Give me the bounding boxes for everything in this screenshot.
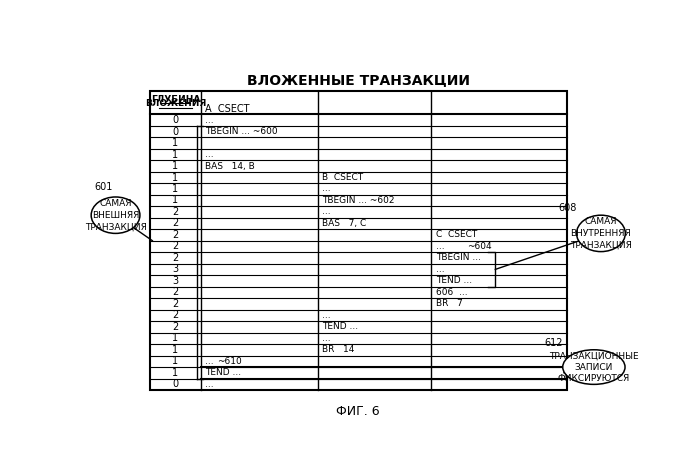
- Text: 1: 1: [173, 184, 178, 194]
- Text: 2: 2: [172, 241, 178, 252]
- Text: TEND ...: TEND ...: [435, 276, 472, 285]
- Bar: [150, 91, 567, 390]
- Text: 1: 1: [173, 333, 178, 343]
- Text: BAS   14, B: BAS 14, B: [206, 161, 255, 171]
- Ellipse shape: [563, 350, 625, 385]
- Text: TBEGIN ...: TBEGIN ...: [435, 254, 481, 263]
- Text: 0: 0: [173, 127, 178, 137]
- Text: ВЛОЖЕННЫЕ ТРАНЗАКЦИИ: ВЛОЖЕННЫЕ ТРАНЗАКЦИИ: [247, 73, 470, 87]
- Text: TEND ...: TEND ...: [206, 368, 242, 377]
- Text: BR   14: BR 14: [322, 345, 354, 354]
- Text: ...: ...: [322, 311, 331, 320]
- Text: 2: 2: [172, 219, 178, 228]
- Text: ...: ...: [322, 334, 331, 343]
- Text: ...: ...: [322, 208, 331, 217]
- Text: TEND ...: TEND ...: [322, 322, 358, 331]
- Text: B  CSECT: B CSECT: [322, 173, 363, 182]
- Text: ВЛОЖЕНИЯ: ВЛОЖЕНИЯ: [145, 99, 206, 108]
- Text: ~604: ~604: [467, 242, 491, 251]
- Text: 2: 2: [172, 230, 178, 240]
- Text: САМАЯ
ВНЕШНЯЯ
ТРАНЗАКЦИЯ: САМАЯ ВНЕШНЯЯ ТРАНЗАКЦИЯ: [85, 199, 147, 231]
- Text: 1: 1: [173, 149, 178, 159]
- Text: 2: 2: [172, 322, 178, 332]
- Text: 612: 612: [545, 338, 563, 348]
- Text: 2: 2: [172, 310, 178, 320]
- Text: 1: 1: [173, 368, 178, 378]
- Text: C  CSECT: C CSECT: [435, 230, 477, 239]
- Text: 2: 2: [172, 299, 178, 309]
- Text: 1: 1: [173, 195, 178, 205]
- Text: 606  ...: 606 ...: [435, 288, 468, 297]
- Ellipse shape: [91, 197, 140, 233]
- Text: ...: ...: [206, 115, 214, 124]
- Text: 608: 608: [558, 203, 576, 213]
- Text: ГЛУБИНА: ГЛУБИНА: [151, 95, 200, 104]
- Text: TBEGIN ... ~602: TBEGIN ... ~602: [322, 196, 394, 205]
- Text: 2: 2: [172, 207, 178, 217]
- Text: ...: ...: [435, 265, 445, 274]
- Text: 3: 3: [173, 276, 178, 286]
- Text: САМАЯ
ВНУТРЕННЯЯ
ТРАНЗАКЦИЯ: САМАЯ ВНУТРЕННЯЯ ТРАНЗАКЦИЯ: [570, 218, 632, 249]
- Text: TBEGIN ... ~600: TBEGIN ... ~600: [206, 127, 278, 136]
- Text: ...: ...: [206, 380, 214, 389]
- Text: BAS   7, C: BAS 7, C: [322, 219, 366, 228]
- Text: ...: ...: [435, 242, 445, 251]
- Text: 0: 0: [173, 379, 178, 389]
- Text: 0: 0: [173, 115, 178, 125]
- Text: BR   7: BR 7: [435, 299, 463, 308]
- Text: 1: 1: [173, 345, 178, 355]
- Text: ТРАНЗАКЦИОННЫЕ
ЗАПИСИ
ФИКСИРУЮТСЯ: ТРАНЗАКЦИОННЫЕ ЗАПИСИ ФИКСИРУЮТСЯ: [549, 351, 639, 383]
- Text: 1: 1: [173, 138, 178, 148]
- Text: ...: ...: [206, 357, 214, 366]
- Text: A  CSECT: A CSECT: [206, 104, 250, 114]
- Text: 601: 601: [94, 182, 113, 192]
- Text: ~610: ~610: [217, 357, 242, 366]
- Text: 1: 1: [173, 173, 178, 183]
- Text: 1: 1: [173, 356, 178, 366]
- Text: 2: 2: [172, 288, 178, 298]
- Text: 2: 2: [172, 253, 178, 263]
- Ellipse shape: [577, 215, 626, 252]
- Text: ...: ...: [322, 184, 331, 193]
- Text: 3: 3: [173, 264, 178, 274]
- Text: 1: 1: [173, 161, 178, 171]
- Text: ...: ...: [206, 150, 214, 159]
- Text: ФИГ. 6: ФИГ. 6: [336, 405, 380, 418]
